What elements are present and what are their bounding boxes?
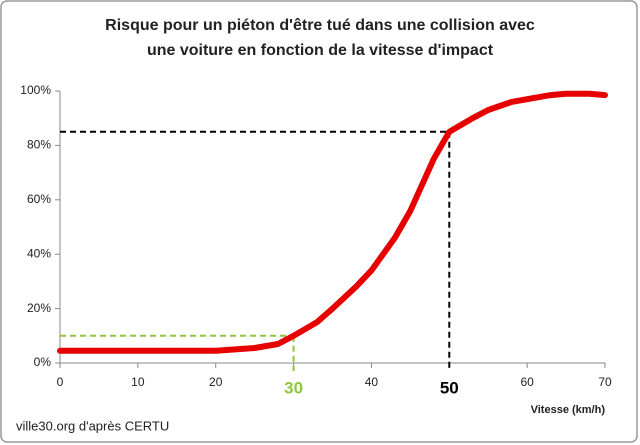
y-tick-label: 20%: [27, 301, 51, 315]
x-tick-label-highlight: 50: [440, 378, 459, 397]
y-tick-label: 100%: [20, 83, 51, 97]
x-tick-label: 20: [209, 375, 223, 389]
y-tick-label: 80%: [27, 138, 51, 152]
risk-line: [57, 90, 608, 354]
x-tick-label-highlight: 30: [284, 378, 303, 397]
source: ville30.org d'après CERTU: [16, 418, 169, 433]
x-tick-label: 60: [520, 375, 534, 389]
x-tick-label: 40: [365, 375, 379, 389]
x-tick-label: 70: [598, 375, 612, 389]
y-tick-label: 60%: [27, 192, 51, 206]
chart-title: une voiture en fonction de la vitesse d'…: [147, 42, 494, 59]
x-tick-label: 0: [57, 375, 64, 389]
x-axis-label: Vitesse (km/h): [531, 404, 606, 416]
chart-title: Risque pour un piéton d'être tué dans un…: [105, 17, 535, 34]
y-tick-label: 0%: [34, 355, 52, 369]
y-tick-label: 40%: [27, 246, 51, 260]
x-tick-label: 10: [131, 375, 145, 389]
